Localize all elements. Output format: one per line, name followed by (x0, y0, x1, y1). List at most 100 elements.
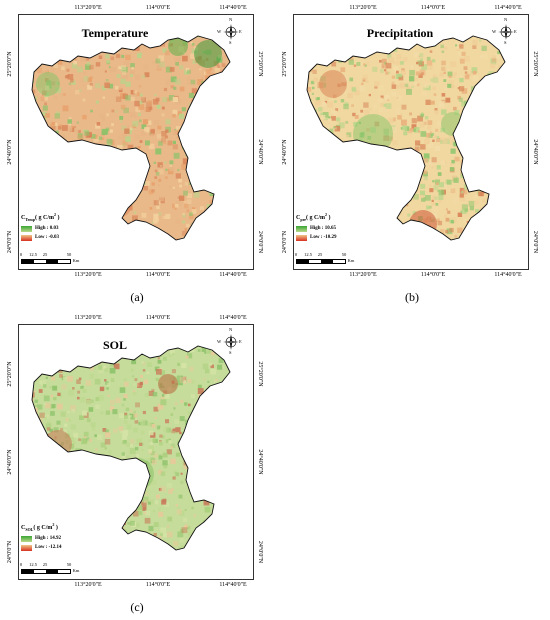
region-boundary (31, 345, 231, 551)
scale-segment (297, 260, 309, 263)
longitude-tick-bottom: 114°40'0"E (219, 272, 247, 278)
legend-unit-close: ) (327, 215, 331, 221)
legend-unit: ( g C/m (33, 525, 53, 531)
compass-e-label: E (239, 339, 242, 344)
legend-low-label: Low : -0.03 (35, 235, 60, 241)
panel-caption: (c) (130, 600, 144, 614)
latitude-tick-right: 25°20'0"N (532, 51, 538, 77)
legend-symbol: C (21, 525, 26, 531)
compass-rose-icon (223, 334, 239, 350)
scale-label: 50 (66, 252, 72, 257)
legend: CTemp( g C/m2 ) High : 0.03 Low : -0.03 (21, 212, 59, 242)
legend-symbol: C (296, 215, 301, 221)
longitude-tick-bottom: 114°0'0"E (145, 582, 171, 588)
legend-unit: ( g C/m (34, 215, 54, 221)
scale-label: 0 (294, 252, 298, 257)
panel-b: Precipitation 113°20'0"E 114°0'0"E 114°40'… (275, 0, 550, 310)
panel-caption: (b) (405, 290, 419, 304)
scale-label: 25 (42, 252, 48, 257)
region-boundary (31, 35, 231, 241)
latitude-tick-left: 24°40'0"N (7, 139, 13, 165)
scale-segment (22, 570, 34, 573)
scale-bar: 0 12.5 25 50 Km (19, 562, 79, 574)
scale-segment (58, 260, 70, 263)
region-map-c (31, 345, 231, 551)
latitude-tick-right: 25°20'0"N (257, 361, 263, 387)
scale-label: 12.5 (29, 562, 37, 567)
scale-segment (46, 260, 58, 263)
legend-title: Cpre( g C/m2 ) (296, 212, 337, 222)
longitude-tick-bottom: 114°40'0"E (219, 582, 247, 588)
longitude-tick-top: 113°20'0"E (349, 5, 377, 11)
legend-low-swatch (296, 234, 307, 241)
longitude-tick-top: 113°20'0"E (74, 315, 102, 321)
compass-e-label: E (514, 29, 517, 34)
legend-high-label: High : 0.03 (35, 226, 59, 232)
scale-unit: Km (347, 258, 355, 263)
north-arrow-compass: N S E W (492, 17, 517, 45)
legend: CSOL( g C/m2 ) High : 14.92 Low : -12.14 (21, 522, 62, 552)
scale-segment (333, 260, 345, 263)
scale-segment (34, 570, 46, 573)
scale-label: 25 (317, 252, 323, 257)
longitude-tick-bottom: 114°40'0"E (494, 272, 522, 278)
longitude-tick-top: 114°0'0"E (145, 5, 171, 11)
scale-segment (309, 260, 321, 263)
region-map-b (306, 35, 506, 241)
legend-low-swatch (21, 544, 32, 551)
longitude-tick-top: 114°40'0"E (219, 315, 247, 321)
latitude-tick-left: 24°40'0"N (7, 449, 13, 475)
legend-unit-close: ) (55, 215, 60, 221)
legend-low-swatch (21, 234, 32, 241)
legend-title: CSOL( g C/m2 ) (21, 522, 62, 532)
compass-s-label: S (229, 350, 232, 355)
scale-label: 12.5 (304, 252, 312, 257)
scale-label: 50 (341, 252, 347, 257)
compass-rose-icon (498, 24, 514, 40)
scale-label: 0 (19, 562, 23, 567)
legend-high-swatch (21, 225, 32, 232)
north-arrow-compass: N S E W (217, 327, 242, 355)
region-boundary (306, 35, 506, 241)
scale-label: 50 (66, 562, 72, 567)
latitude-tick-right: 24°0'0"N (532, 230, 538, 254)
legend-high-swatch (21, 535, 32, 542)
latitude-tick-left: 25°20'0"N (282, 51, 288, 77)
compass-s-label: S (504, 40, 507, 45)
panel-caption: (a) (130, 290, 144, 304)
scale-label: 25 (42, 562, 48, 567)
legend-low-label: Low : -12.14 (35, 545, 62, 551)
legend-unit-exponent: 2 (325, 212, 328, 217)
legend-high-swatch (296, 225, 307, 232)
panel-title-a: Temperature (81, 26, 149, 40)
longitude-tick-bottom: 113°20'0"E (74, 272, 102, 278)
latitude-tick-left: 24°0'0"N (7, 230, 13, 254)
longitude-tick-top: 114°0'0"E (145, 315, 171, 321)
region-map-a (31, 35, 231, 241)
longitude-tick-top: 114°40'0"E (219, 5, 247, 11)
panel-title-c: SOL (102, 338, 127, 352)
legend-subscript: SOL (25, 527, 34, 533)
legend-subscript: Temp (25, 217, 35, 223)
longitude-tick-top: 113°20'0"E (74, 5, 102, 11)
latitude-tick-left: 24°0'0"N (282, 230, 288, 254)
latitude-tick-right: 24°0'0"N (257, 540, 263, 564)
panel-c: SOL 113°20'0"E 114°0'0"E 114°40'0"E 113°20'… (0, 310, 275, 620)
scale-unit: Km (72, 258, 80, 263)
panel-title-b: Precipitation (366, 26, 434, 40)
legend-low-label: Low : -10.29 (310, 235, 337, 241)
compass-rose-icon (223, 24, 239, 40)
compass-w-label: W (217, 29, 222, 34)
latitude-tick-right: 24°40'0"N (532, 139, 538, 165)
longitude-tick-bottom: 113°20'0"E (349, 272, 377, 278)
longitude-tick-bottom: 114°0'0"E (145, 272, 171, 278)
latitude-tick-right: 25°20'0"N (257, 51, 263, 77)
compass-w-label: W (217, 339, 222, 344)
scale-segment (321, 260, 333, 263)
compass-n-label: N (229, 17, 233, 22)
scale-label: 0 (19, 252, 23, 257)
north-arrow-compass: N S E W (217, 17, 242, 45)
legend-subscript: pre (300, 217, 307, 223)
legend-title: CTemp( g C/m2 ) (21, 212, 59, 222)
legend-unit: ( g C/m (306, 215, 326, 221)
